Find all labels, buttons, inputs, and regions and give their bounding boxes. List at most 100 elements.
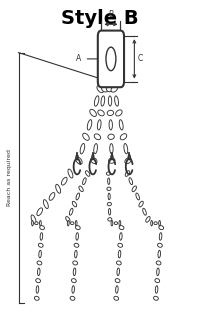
Ellipse shape bbox=[36, 279, 40, 283]
Ellipse shape bbox=[158, 250, 161, 258]
Ellipse shape bbox=[108, 178, 110, 185]
FancyBboxPatch shape bbox=[98, 31, 124, 87]
Ellipse shape bbox=[85, 171, 90, 176]
Ellipse shape bbox=[115, 279, 120, 283]
Ellipse shape bbox=[75, 221, 77, 226]
Ellipse shape bbox=[146, 216, 150, 222]
Ellipse shape bbox=[139, 201, 143, 207]
Ellipse shape bbox=[114, 222, 118, 225]
Ellipse shape bbox=[151, 221, 153, 226]
Ellipse shape bbox=[157, 268, 159, 276]
Ellipse shape bbox=[76, 157, 82, 164]
Ellipse shape bbox=[154, 222, 157, 225]
Ellipse shape bbox=[37, 261, 42, 265]
Ellipse shape bbox=[109, 120, 112, 130]
Ellipse shape bbox=[111, 86, 118, 92]
Ellipse shape bbox=[36, 286, 39, 293]
Ellipse shape bbox=[91, 158, 97, 163]
Ellipse shape bbox=[116, 286, 118, 293]
Ellipse shape bbox=[35, 222, 38, 225]
Ellipse shape bbox=[76, 193, 80, 200]
Ellipse shape bbox=[118, 250, 121, 258]
Ellipse shape bbox=[76, 233, 78, 240]
Ellipse shape bbox=[90, 109, 96, 117]
Ellipse shape bbox=[38, 243, 43, 247]
Ellipse shape bbox=[159, 221, 160, 226]
Ellipse shape bbox=[72, 286, 74, 293]
Ellipse shape bbox=[73, 261, 78, 265]
Ellipse shape bbox=[115, 96, 119, 106]
Ellipse shape bbox=[118, 243, 123, 247]
Ellipse shape bbox=[116, 261, 121, 265]
Ellipse shape bbox=[61, 177, 67, 185]
Ellipse shape bbox=[120, 233, 122, 240]
Text: A: A bbox=[76, 54, 82, 64]
Ellipse shape bbox=[108, 96, 112, 106]
Ellipse shape bbox=[75, 226, 80, 230]
Ellipse shape bbox=[120, 134, 127, 140]
Ellipse shape bbox=[159, 226, 164, 230]
Ellipse shape bbox=[98, 110, 104, 116]
Ellipse shape bbox=[37, 208, 43, 216]
Ellipse shape bbox=[111, 155, 113, 160]
Ellipse shape bbox=[124, 143, 128, 154]
Ellipse shape bbox=[40, 226, 44, 230]
Ellipse shape bbox=[87, 120, 92, 130]
Ellipse shape bbox=[39, 250, 41, 258]
Ellipse shape bbox=[119, 221, 121, 226]
Ellipse shape bbox=[73, 268, 76, 276]
Ellipse shape bbox=[143, 208, 146, 215]
Ellipse shape bbox=[32, 221, 33, 226]
Ellipse shape bbox=[56, 184, 61, 193]
Ellipse shape bbox=[110, 143, 113, 154]
Ellipse shape bbox=[132, 186, 136, 192]
Ellipse shape bbox=[116, 110, 122, 116]
Ellipse shape bbox=[83, 178, 86, 185]
Ellipse shape bbox=[119, 120, 123, 130]
Ellipse shape bbox=[107, 110, 114, 116]
Ellipse shape bbox=[155, 279, 160, 283]
Ellipse shape bbox=[74, 243, 79, 247]
Ellipse shape bbox=[76, 155, 78, 160]
Ellipse shape bbox=[107, 203, 111, 206]
Ellipse shape bbox=[106, 172, 111, 175]
Ellipse shape bbox=[155, 286, 158, 293]
Ellipse shape bbox=[31, 215, 36, 224]
Ellipse shape bbox=[156, 261, 161, 265]
Ellipse shape bbox=[70, 296, 75, 300]
Ellipse shape bbox=[97, 120, 101, 130]
Ellipse shape bbox=[109, 209, 111, 215]
Ellipse shape bbox=[114, 296, 119, 300]
Ellipse shape bbox=[111, 221, 113, 226]
Ellipse shape bbox=[101, 96, 105, 106]
Text: C: C bbox=[138, 54, 143, 64]
Ellipse shape bbox=[40, 233, 43, 240]
Ellipse shape bbox=[75, 250, 77, 258]
Ellipse shape bbox=[158, 243, 162, 247]
Ellipse shape bbox=[117, 268, 119, 276]
Ellipse shape bbox=[37, 268, 40, 276]
Text: Reach as required: Reach as required bbox=[7, 149, 12, 206]
Ellipse shape bbox=[108, 218, 112, 221]
Ellipse shape bbox=[109, 158, 115, 163]
Ellipse shape bbox=[66, 216, 70, 222]
Ellipse shape bbox=[80, 143, 85, 154]
Ellipse shape bbox=[136, 193, 139, 200]
Ellipse shape bbox=[43, 200, 48, 209]
Ellipse shape bbox=[106, 47, 116, 71]
Ellipse shape bbox=[119, 226, 124, 230]
Ellipse shape bbox=[107, 187, 111, 191]
Ellipse shape bbox=[40, 221, 41, 226]
Ellipse shape bbox=[67, 221, 69, 226]
Ellipse shape bbox=[125, 158, 131, 164]
Ellipse shape bbox=[129, 178, 133, 185]
Ellipse shape bbox=[97, 86, 104, 93]
Ellipse shape bbox=[159, 233, 162, 240]
Ellipse shape bbox=[49, 192, 55, 200]
Ellipse shape bbox=[94, 96, 99, 106]
Text: B: B bbox=[108, 10, 113, 19]
Ellipse shape bbox=[71, 279, 76, 283]
Ellipse shape bbox=[94, 143, 97, 154]
Ellipse shape bbox=[92, 155, 94, 160]
Ellipse shape bbox=[68, 169, 73, 178]
